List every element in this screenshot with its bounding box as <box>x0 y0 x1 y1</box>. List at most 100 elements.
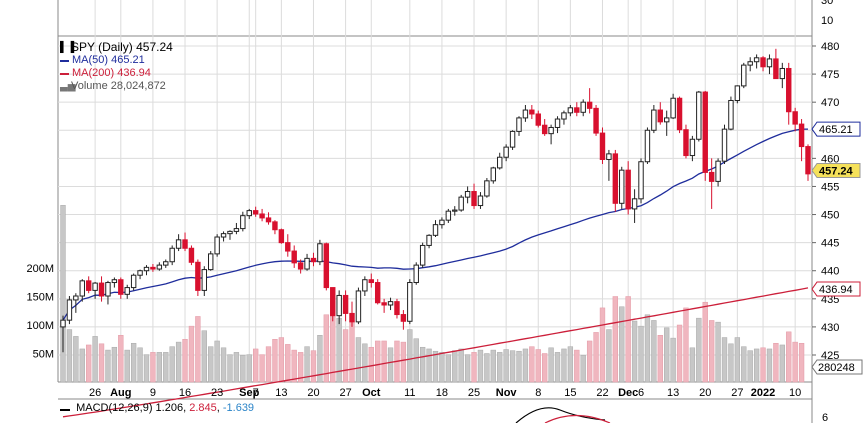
candle-body <box>413 264 419 284</box>
date-tick-label: Dec <box>618 387 638 399</box>
candle-body <box>143 266 150 272</box>
price-tag-shape <box>811 121 861 137</box>
candle-body <box>111 279 118 284</box>
price-tick-label: 430 <box>821 322 839 334</box>
candle-body <box>85 280 92 291</box>
volume-bar <box>606 329 612 383</box>
volume-bar <box>612 296 618 383</box>
volume-bar <box>169 346 175 383</box>
candle-body <box>490 167 497 182</box>
candle-body <box>471 191 477 207</box>
volume-bar <box>272 339 278 383</box>
volume-bar <box>118 335 124 383</box>
candle-body <box>766 58 773 68</box>
volume-bar <box>111 346 118 383</box>
date-tick-label: 25 <box>468 387 480 399</box>
volume-tag-shape <box>811 359 863 375</box>
volume-bar <box>208 346 214 383</box>
price-tags: 465.21 457.24 436.94 280248 <box>811 121 863 375</box>
volume-bar <box>773 342 779 383</box>
candle-body <box>580 101 586 113</box>
date-tick-label: Nov <box>496 387 518 399</box>
volume-bar <box>92 336 98 383</box>
candle-body <box>625 169 631 210</box>
date-tick-label: 15 <box>564 387 576 399</box>
candle-body <box>477 195 484 207</box>
candle-body <box>586 101 593 109</box>
macd-value: 1.206 <box>155 402 184 414</box>
volume-bar <box>509 350 516 383</box>
candle-body <box>599 132 606 160</box>
volume-bar <box>73 336 79 383</box>
candle-body <box>458 196 464 211</box>
candle-body <box>233 228 240 232</box>
date-tick-label: 23 <box>211 387 223 399</box>
macd-tick-label: 6 <box>822 412 828 423</box>
candle-body <box>355 290 362 323</box>
date-tick-label: 6 <box>638 387 644 399</box>
volume-bar <box>535 349 541 383</box>
volume-bar <box>407 329 413 383</box>
upper-panel-tick-label: 10 <box>821 15 833 27</box>
candle-body <box>676 97 683 131</box>
candle-body <box>66 299 73 321</box>
volume-bar <box>760 347 766 383</box>
price-tick-label: 460 <box>821 153 839 165</box>
candle-body <box>79 280 85 297</box>
candle-body <box>297 262 304 270</box>
volume-bar <box>631 320 638 383</box>
candle-body <box>73 295 79 301</box>
volume-bar <box>362 343 368 383</box>
last-price-tag: 457.24 <box>811 162 861 178</box>
macd-swatch-icon <box>60 409 70 411</box>
volume-bar <box>529 346 535 383</box>
volume-bar <box>400 341 407 383</box>
candle-body <box>522 109 529 119</box>
candle-body <box>663 117 670 123</box>
volume-bar <box>79 348 85 383</box>
volume-bar <box>426 348 432 383</box>
candle-body <box>683 129 689 157</box>
volume-bar <box>285 344 291 383</box>
candle-body <box>156 264 163 270</box>
candle-body <box>805 146 811 175</box>
price-tag-label: 436.94 <box>819 284 853 296</box>
volume-bar <box>638 325 644 383</box>
volume-bar <box>798 342 805 383</box>
volume-bar <box>561 348 567 383</box>
volume-bar <box>702 301 708 383</box>
volume-bar <box>619 306 625 383</box>
volume-bar <box>696 317 702 383</box>
volume-bar <box>657 335 663 383</box>
date-tick-label: 26 <box>89 387 101 399</box>
candle-body <box>741 64 747 87</box>
candle-body <box>619 169 625 204</box>
volume-bar <box>227 354 233 383</box>
candle-body <box>419 244 426 266</box>
volume-bar <box>342 329 349 383</box>
volume-bar <box>130 342 137 383</box>
candle-body <box>349 312 355 323</box>
legend-ticker: SPY (Daily) 457.24 <box>71 40 173 54</box>
candle-body <box>432 224 439 236</box>
date-tick-label: 8 <box>535 387 541 399</box>
candle-body <box>407 282 413 322</box>
volume-bar <box>253 348 259 383</box>
candle-body <box>394 301 400 316</box>
volume-bar <box>709 320 715 383</box>
volume-tick-label: 150M <box>26 292 54 304</box>
volume-bars <box>60 205 805 383</box>
candle-body <box>554 118 561 128</box>
date-tick-label: 13 <box>275 387 287 399</box>
volume-bar <box>721 337 728 383</box>
candle-body <box>182 239 188 249</box>
volume-bar <box>163 352 169 383</box>
date-tick-label: 20 <box>699 387 711 399</box>
candle-body <box>651 109 657 131</box>
candle-body <box>374 282 381 304</box>
candle-body <box>118 279 124 295</box>
volume-bar <box>381 340 387 383</box>
candle-body <box>323 243 330 289</box>
